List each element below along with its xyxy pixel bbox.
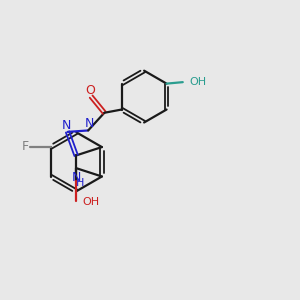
Text: F: F	[22, 140, 29, 153]
Text: H: H	[76, 178, 85, 188]
Text: N: N	[61, 119, 71, 132]
Text: OH: OH	[189, 76, 206, 87]
Text: OH: OH	[82, 197, 100, 207]
Text: O: O	[85, 84, 95, 97]
Text: N: N	[71, 171, 81, 184]
Text: N: N	[85, 118, 94, 130]
